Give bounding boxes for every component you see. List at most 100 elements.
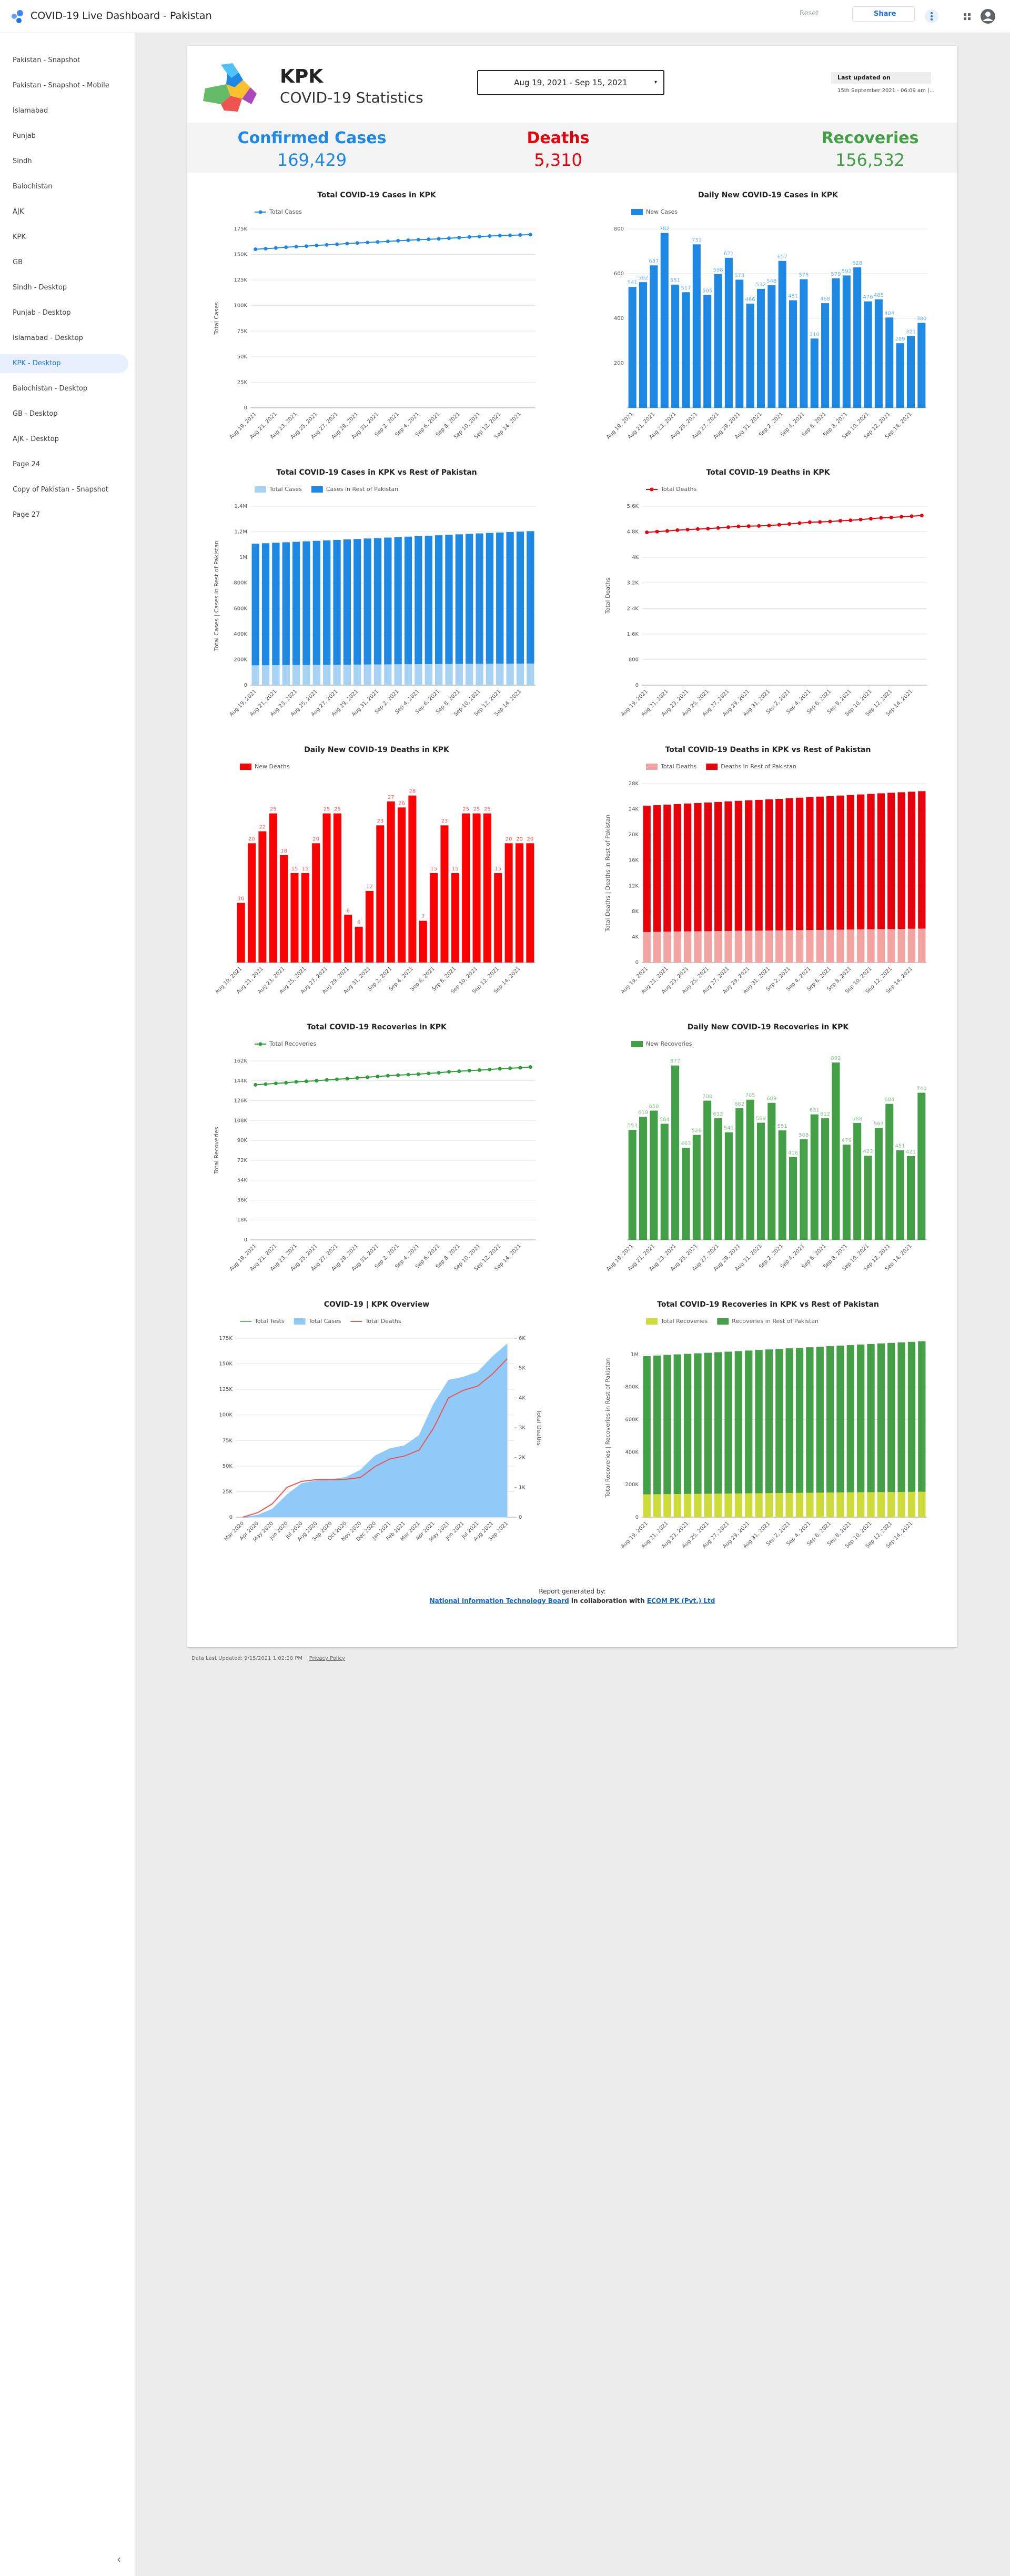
page-link[interactable]: KPK - Desktop: [0, 354, 128, 373]
bar: [269, 813, 277, 963]
apps-button[interactable]: [964, 13, 971, 20]
bar: [735, 1108, 744, 1240]
bar: [384, 537, 392, 665]
y-axis-title: Total Cases: [213, 302, 220, 335]
data-label: 892: [831, 1056, 841, 1061]
bar: [897, 929, 905, 963]
y-tick-label: 75K: [237, 328, 248, 334]
point: [920, 514, 924, 518]
y-tick-label: 0: [244, 405, 247, 411]
y-tick-label: 72K: [237, 1158, 248, 1164]
bar: [877, 1343, 885, 1492]
bar: [765, 930, 773, 963]
bar: [258, 831, 267, 963]
legend-label: Total Deaths: [365, 1318, 401, 1325]
page-link[interactable]: Islamabad: [13, 107, 48, 115]
bar: [724, 1351, 732, 1494]
y-tick-label: 4K: [632, 934, 639, 940]
updated-text: 15th September 2021 - 06:09 am (...: [837, 88, 935, 94]
bar: [816, 929, 824, 963]
date-range-picker[interactable]: Aug 19, 2021 - Sep 15, 2021 ▾: [477, 70, 664, 95]
y-tick-label: 75K: [223, 1438, 233, 1444]
bar: [918, 928, 926, 963]
bar: [496, 532, 504, 664]
bar: [745, 1493, 753, 1517]
bar: [486, 664, 494, 685]
bar: [483, 813, 491, 963]
bar: [704, 1352, 712, 1494]
page-link[interactable]: KPK: [13, 233, 26, 241]
page-link[interactable]: AJK - Desktop: [13, 435, 59, 443]
data-label: 731: [692, 237, 702, 243]
partner-link[interactable]: ECOM PK (Pvt.) Ltd: [647, 1597, 715, 1605]
page-link[interactable]: Balochistan - Desktop: [13, 385, 88, 393]
y2-tick-label: 6K: [519, 1336, 526, 1341]
page-link[interactable]: Pakistan - Snapshot - Mobile: [13, 82, 109, 89]
bar: [272, 543, 280, 666]
y-tick-label: 600K: [234, 606, 247, 612]
bar: [755, 799, 763, 931]
data-label: 700: [702, 1094, 712, 1100]
bar: [767, 285, 776, 408]
privacy-link[interactable]: Privacy Policy: [309, 1656, 345, 1661]
bar: [795, 1492, 804, 1517]
bar: [918, 791, 926, 929]
page-link[interactable]: Page 24: [13, 460, 41, 468]
page-link[interactable]: Pakistan - Snapshot: [13, 56, 80, 64]
data-label: 782: [660, 226, 670, 232]
bar: [282, 542, 290, 665]
bar: [671, 1065, 680, 1240]
bar: [363, 538, 371, 665]
data-label: 15: [430, 866, 437, 872]
chart: Total COVID-19 Deaths in KPK Total Deaths…: [604, 468, 927, 718]
page-link[interactable]: Punjab: [13, 132, 36, 140]
bar: [836, 1492, 844, 1517]
page-link[interactable]: Sindh - Desktop: [13, 284, 67, 292]
page-link[interactable]: GB: [13, 258, 23, 266]
data-label: 541: [724, 1126, 734, 1131]
data-label: 541: [628, 280, 638, 286]
page-link[interactable]: Islamabad - Desktop: [13, 334, 83, 342]
bar: [628, 287, 637, 408]
bar: [826, 796, 834, 930]
bar: [703, 1100, 712, 1240]
stats-band: Confirmed Cases 169,429 Deaths 5,310 Rec…: [187, 123, 957, 173]
collapse-button[interactable]: ‹: [117, 2553, 121, 2565]
point: [396, 238, 400, 243]
point: [376, 1075, 380, 1079]
bar: [653, 931, 661, 963]
bar: [877, 929, 885, 963]
data-label: 612: [713, 1111, 723, 1117]
data-label: 671: [724, 251, 734, 257]
bar: [842, 1145, 851, 1240]
data-label: 416: [788, 1150, 798, 1156]
page-link[interactable]: GB - Desktop: [13, 410, 58, 418]
point: [366, 240, 370, 245]
y-axis-title: Total Cases | Cases in Rest of Pakistan: [213, 540, 220, 651]
bar: [836, 1345, 844, 1492]
bar: [795, 930, 804, 963]
legend-swatch: [646, 764, 658, 770]
point: [447, 1070, 451, 1074]
org-link[interactable]: National Information Technology Board: [429, 1597, 569, 1605]
page-link[interactable]: Sindh: [13, 157, 32, 165]
bar: [864, 301, 872, 408]
page-link[interactable]: Page 27: [13, 511, 41, 519]
share-button[interactable]: Share: [852, 6, 915, 22]
point: [366, 1075, 370, 1079]
point: [716, 526, 720, 530]
bar: [663, 1494, 671, 1517]
legend-label: Total Deaths: [660, 486, 696, 493]
page-link[interactable]: Copy of Pakistan - Snapshot: [13, 486, 108, 494]
bar: [724, 1132, 733, 1240]
page-link[interactable]: Balochistan: [13, 183, 53, 191]
bar: [312, 843, 320, 963]
page-link[interactable]: AJK: [13, 208, 24, 216]
data-label: 740: [916, 1086, 926, 1091]
data-label: 551: [670, 278, 680, 284]
reset-button[interactable]: Reset: [800, 9, 819, 17]
y-tick-label: 1.4M: [234, 504, 247, 509]
page-link[interactable]: Punjab - Desktop: [13, 309, 71, 317]
bar: [836, 929, 844, 963]
bar: [832, 278, 840, 408]
